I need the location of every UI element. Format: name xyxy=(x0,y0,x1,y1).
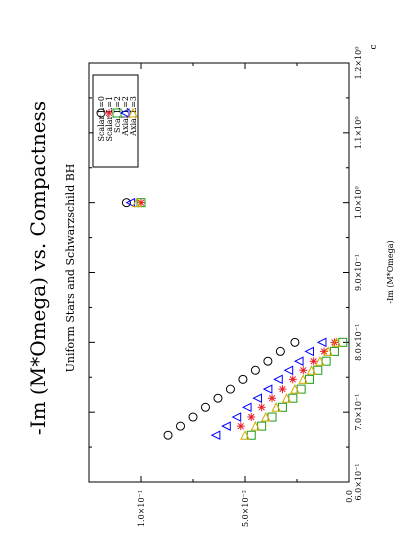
data-layer xyxy=(121,197,348,441)
x-tick-label: 1.0×10⁰ xyxy=(354,186,363,219)
data-point-star xyxy=(299,366,308,375)
x-tick-label: 1.1×10⁰ xyxy=(354,116,363,149)
chart-subtitle: Uniform Stars and Schwarzschild BH xyxy=(64,164,77,373)
data-point-triangle-up xyxy=(298,374,309,384)
data-point-triangle-up xyxy=(331,337,342,347)
data-point-triangle-left xyxy=(231,412,242,422)
data-point-circle xyxy=(121,198,131,208)
x-tick-label: 1.2×10⁰ xyxy=(354,47,363,80)
y-tick-label: 0.0 xyxy=(345,490,354,503)
y-tick-label: 1.0×10⁻¹ xyxy=(137,490,146,527)
legend-marker-star xyxy=(105,109,113,117)
data-point-triangle-left xyxy=(241,402,252,413)
y-tick-label: 5.0×10⁻² xyxy=(241,490,250,527)
y-axis-title: -Im (M*Omega) xyxy=(386,240,395,303)
data-point-triangle-up xyxy=(281,393,292,403)
data-point-circle xyxy=(238,374,248,384)
legend-label-axial-l2: Axial L=2 xyxy=(121,96,130,137)
data-point-triangle-left xyxy=(210,430,221,441)
legend-markers xyxy=(96,107,138,118)
data-point-star xyxy=(257,403,266,412)
data-point-star xyxy=(247,413,256,422)
data-point-triangle-left xyxy=(252,393,262,404)
data-point-star xyxy=(137,198,145,207)
x-tick-label: 7.0×10⁻¹ xyxy=(354,394,363,431)
data-point-triangle-left xyxy=(304,346,314,357)
data-point-circle xyxy=(200,402,210,412)
legend-label-scalar-l0: Scalar L=0 xyxy=(97,96,106,142)
data-point-circle xyxy=(176,421,186,431)
legend-marker-triangle-left xyxy=(119,108,130,118)
data-point-star xyxy=(309,357,318,366)
legend-label-axial-l3: Axial L=3 xyxy=(129,96,138,137)
data-point-star xyxy=(320,347,329,356)
data-point-triangle-up xyxy=(260,411,271,422)
data-point-star xyxy=(268,394,277,403)
legend-box xyxy=(92,74,139,168)
data-point-circle xyxy=(188,412,198,422)
data-point-triangle-left xyxy=(283,365,294,376)
legend-label-scal-l2: Scal L=2 xyxy=(113,96,122,133)
x-tick-label: 6.0×10⁻¹ xyxy=(354,463,363,500)
x-tick-label: 9.0×10⁻¹ xyxy=(354,254,363,291)
data-point-star xyxy=(288,375,297,384)
x-tick-label: 8.0×10⁻¹ xyxy=(354,324,363,361)
chart-title: -Im (M*Omega) vs. Compactness xyxy=(26,101,50,435)
data-point-star xyxy=(236,422,245,431)
data-point-triangle-left xyxy=(316,337,327,348)
x-axis-title: c xyxy=(369,44,379,49)
data-point-circle xyxy=(275,346,285,356)
data-point-triangle-up xyxy=(250,421,261,431)
legend-marker-triangle-up xyxy=(128,107,138,118)
data-point-triangle-up xyxy=(290,384,300,394)
data-point-triangle-left xyxy=(273,374,283,385)
data-point-triangle-up xyxy=(240,430,250,440)
data-point-triangle-left xyxy=(293,356,304,366)
data-point-circle xyxy=(163,430,173,440)
legend-label-scalar-l1: Scalar L=1 xyxy=(105,96,114,142)
tick-layer: 6.0×10⁻¹ 7.0×10⁻¹ 8.0×10⁻¹ 9.0×10⁻¹ 1.0×10⁰ 1… xyxy=(89,47,363,527)
legend: Scalar L=0 Scalar L=1 Scal L=2 Axial L=2… xyxy=(92,74,139,168)
data-point-triangle-left xyxy=(221,421,231,431)
data-point-triangle-up xyxy=(132,197,142,208)
data-point-triangle-up xyxy=(323,346,334,356)
data-point-star xyxy=(278,385,287,394)
data-point-circle xyxy=(290,337,300,347)
data-point-circle xyxy=(213,393,223,403)
data-point-triangle-up xyxy=(306,365,317,375)
data-point-circle xyxy=(263,356,273,366)
data-point-circle xyxy=(250,365,260,375)
data-point-triangle-up xyxy=(315,356,325,366)
data-point-triangle-left xyxy=(262,384,273,394)
data-point-triangle-up xyxy=(271,402,282,412)
data-point-circle xyxy=(225,384,235,394)
